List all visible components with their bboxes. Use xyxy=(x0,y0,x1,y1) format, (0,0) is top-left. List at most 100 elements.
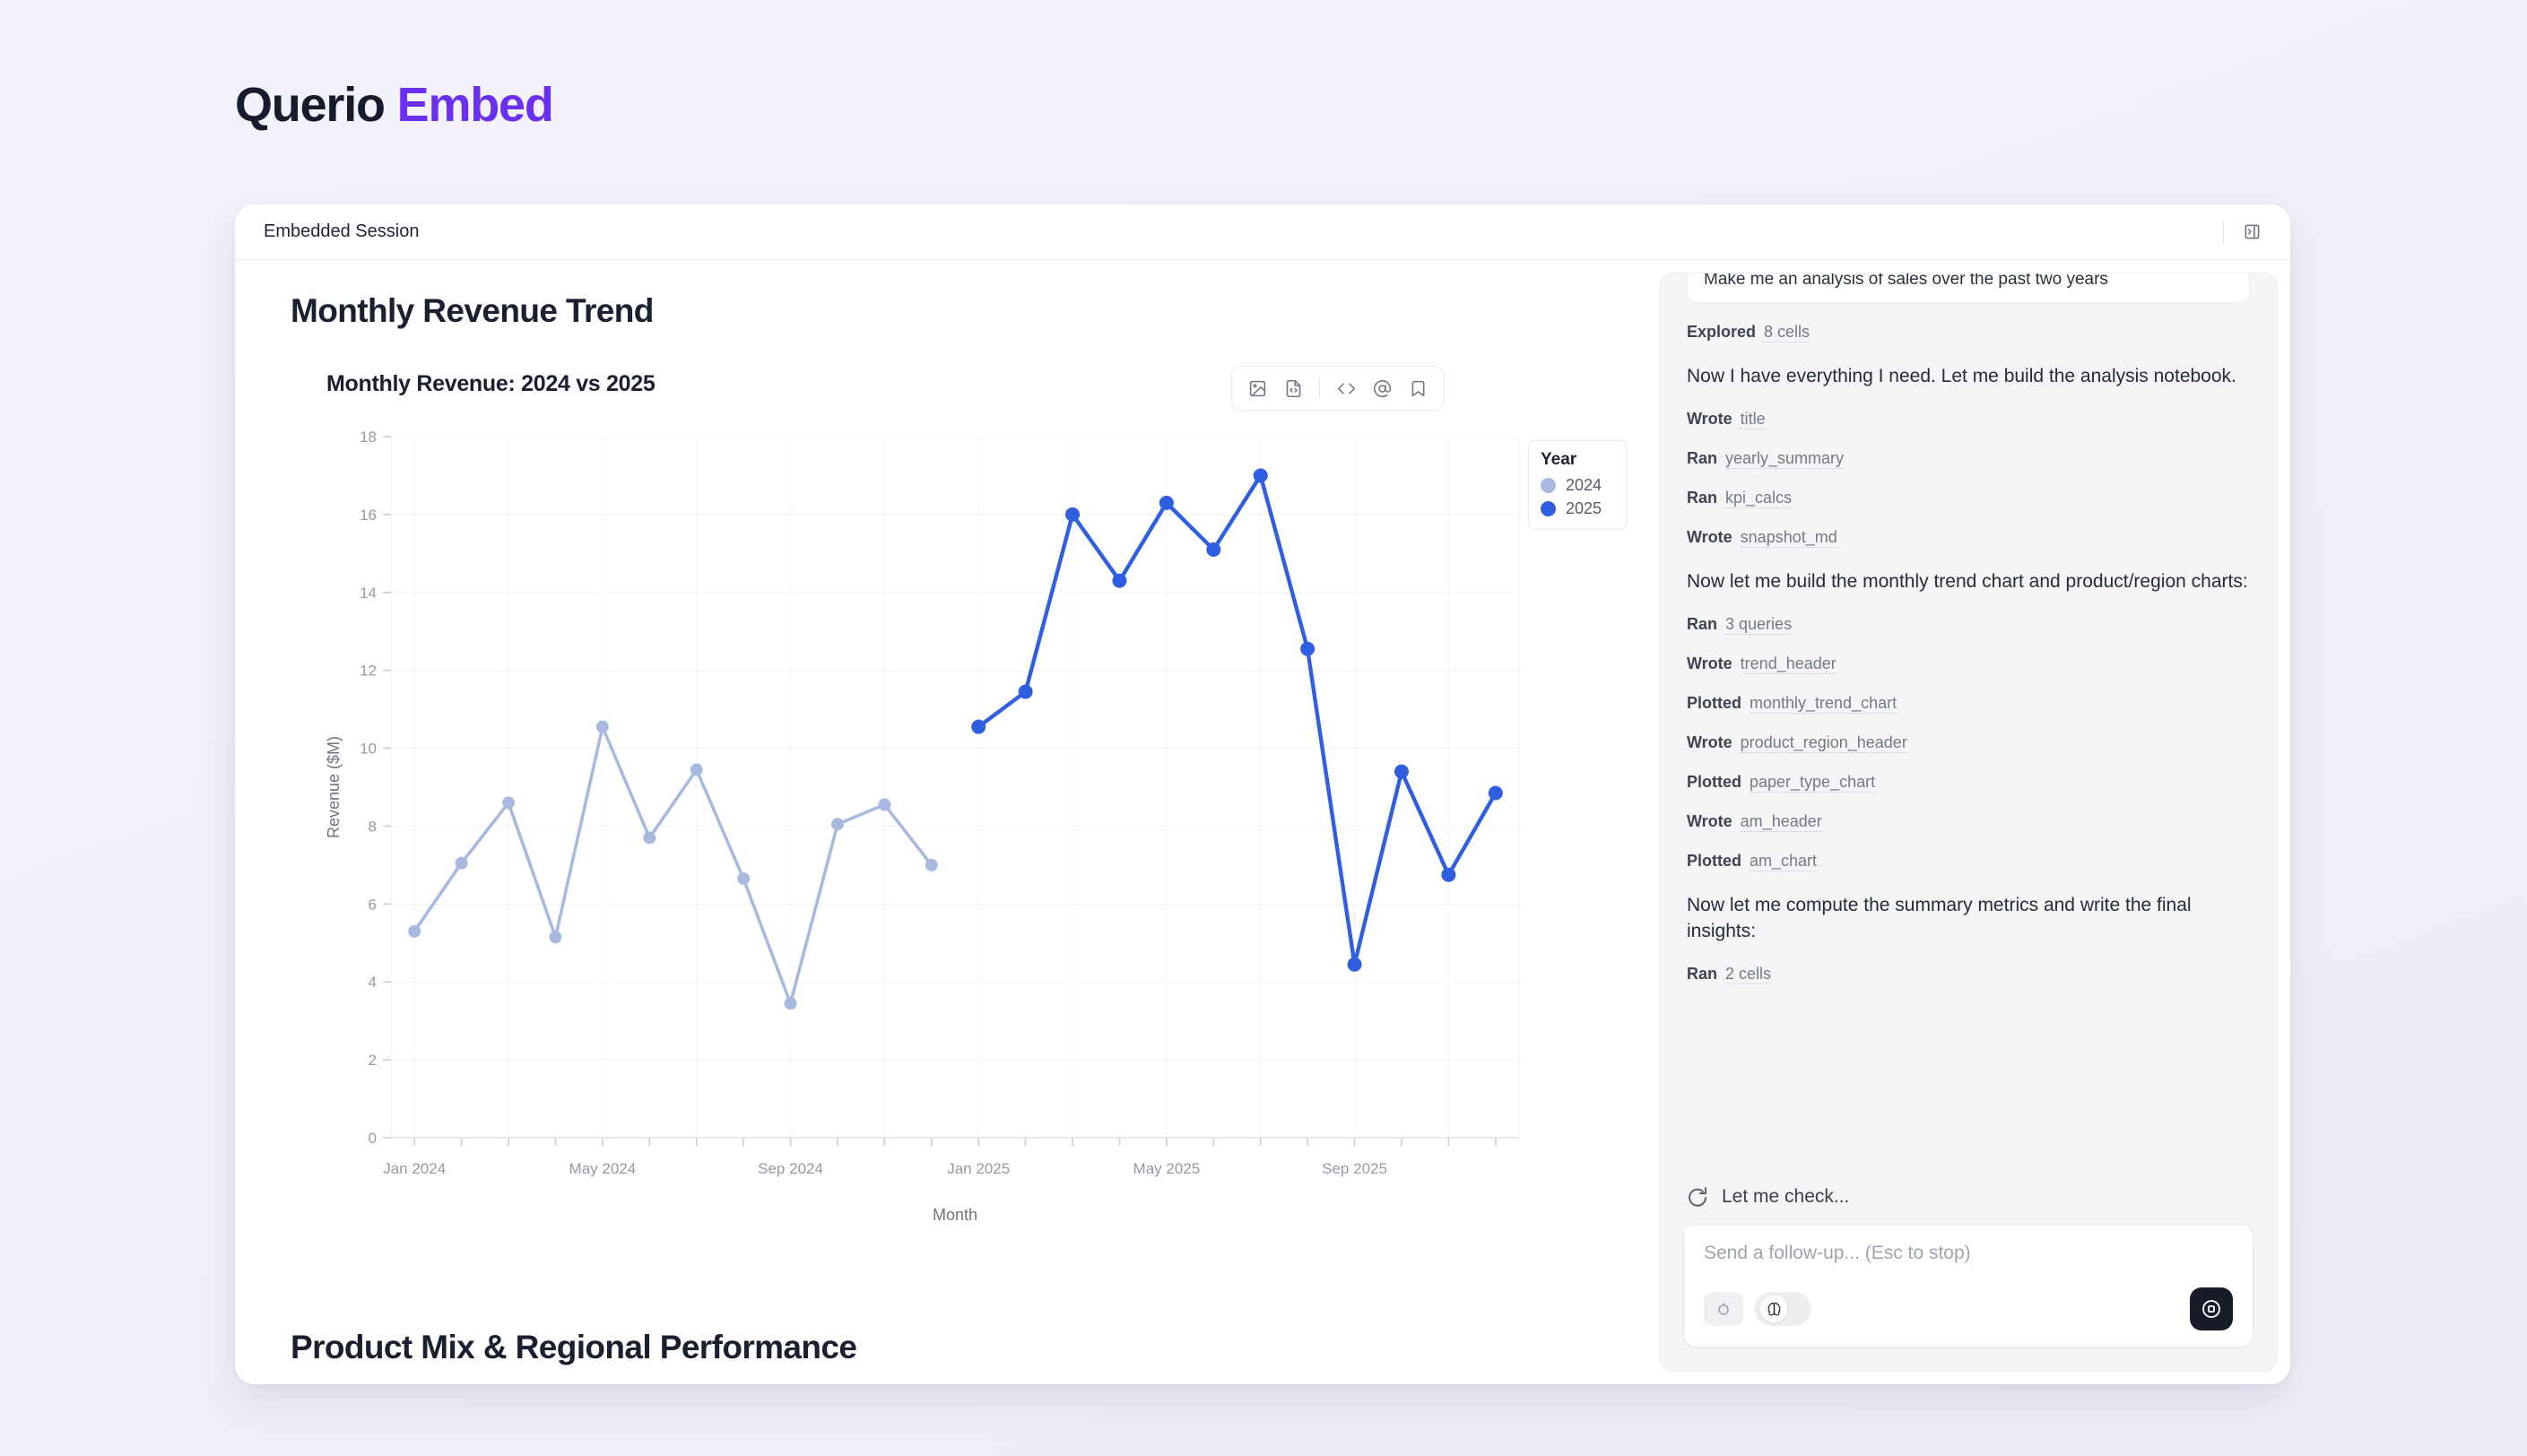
legend-label: 2024 xyxy=(1566,476,1602,494)
image-icon[interactable] xyxy=(1241,373,1273,403)
svg-text:Jan 2025: Jan 2025 xyxy=(947,1160,1010,1177)
step-object: 8 cells xyxy=(1764,323,1811,342)
model-toggle-button[interactable] xyxy=(1754,1292,1811,1326)
agent-step[interactable]: Wrote snapshot_md xyxy=(1687,528,2250,548)
step-object: title xyxy=(1740,409,1766,429)
composer-actions xyxy=(1704,1287,2233,1330)
legend-label: 2025 xyxy=(1566,499,1602,517)
file-code-icon[interactable] xyxy=(1277,373,1309,403)
svg-text:Month: Month xyxy=(933,1206,977,1224)
step-verb: Ran xyxy=(1687,614,1718,633)
svg-text:4: 4 xyxy=(369,974,377,991)
legend-item-2024[interactable]: 2024 xyxy=(1541,476,1613,495)
step-verb: Wrote xyxy=(1687,811,1732,830)
titlebar-actions xyxy=(2223,219,2265,246)
step-verb: Wrote xyxy=(1687,732,1732,751)
svg-text:8: 8 xyxy=(369,818,377,835)
svg-text:6: 6 xyxy=(369,896,377,913)
chat-panel: Make me an analysis of sales over the pa… xyxy=(1659,273,2278,1372)
step-verb: Wrote xyxy=(1687,527,1732,546)
agent-step[interactable]: Ran yearly_summary xyxy=(1687,449,2250,469)
followup-input[interactable] xyxy=(1704,1243,2233,1264)
toolbar-divider xyxy=(1319,377,1320,399)
legend-item-2025[interactable]: 2025 xyxy=(1541,499,1613,518)
embedded-session-window: Embedded Session Monthly Revenue Trend M… xyxy=(235,204,2290,1384)
agent-status: Let me check... xyxy=(1660,1186,2277,1208)
agent-step[interactable]: Wrote product_region_header xyxy=(1687,733,2250,753)
chart-toolbar xyxy=(1231,366,1444,411)
svg-text:Sep 2025: Sep 2025 xyxy=(1322,1160,1387,1177)
step-verb: Explored xyxy=(1687,323,1757,341)
chat-transcript[interactable]: Make me an analysis of sales over the pa… xyxy=(1660,273,2277,1174)
database-icon[interactable] xyxy=(1704,1292,1743,1326)
stop-generation-button[interactable] xyxy=(2190,1287,2233,1330)
step-verb: Wrote xyxy=(1687,654,1732,672)
step-verb: Wrote xyxy=(1687,409,1732,428)
step-object: kpi_calcs xyxy=(1725,488,1793,508)
agent-step[interactable]: Ran 3 queries xyxy=(1687,615,2250,635)
step-object: paper_type_chart xyxy=(1750,772,1876,793)
svg-text:12: 12 xyxy=(360,663,377,680)
svg-text:10: 10 xyxy=(360,741,377,758)
bookmark-icon[interactable] xyxy=(1402,373,1434,403)
step-object: snapshot_md xyxy=(1740,527,1837,548)
agent-step[interactable]: Plotted paper_type_chart xyxy=(1687,773,2250,793)
svg-text:May 2024: May 2024 xyxy=(569,1160,637,1177)
step-verb: Ran xyxy=(1687,964,1718,983)
agent-step[interactable]: Ran 2 cells xyxy=(1687,965,2250,984)
at-sign-icon[interactable] xyxy=(1366,373,1398,403)
svg-text:18: 18 xyxy=(360,429,377,446)
code-icon[interactable] xyxy=(1330,373,1362,403)
agent-paragraph: Now let me compute the summary metrics a… xyxy=(1687,894,2192,941)
brand-name-accent: Embed xyxy=(396,78,554,132)
svg-text:Sep 2024: Sep 2024 xyxy=(758,1160,823,1177)
agent-step[interactable]: Plotted monthly_trend_chart xyxy=(1687,694,2250,714)
step-verb: Plotted xyxy=(1687,693,1741,712)
legend-title: Year xyxy=(1541,450,1577,469)
chart-block: Monthly Revenue: 2024 vs 2025 xyxy=(326,366,1627,1263)
step-object: trend_header xyxy=(1740,654,1837,674)
chart-title: Monthly Revenue: 2024 vs 2025 xyxy=(326,371,656,396)
step-object: am_chart xyxy=(1750,851,1818,871)
agent-step[interactable]: Wrote am_header xyxy=(1687,812,2250,832)
svg-text:14: 14 xyxy=(360,585,377,602)
brand-logo: Querio Embed xyxy=(235,77,554,133)
composer xyxy=(1683,1224,2253,1348)
chart-legend: Year 2024 2025 xyxy=(1528,440,1627,529)
refresh-spinner-icon xyxy=(1687,1186,1708,1208)
agent-step[interactable]: Wrote trend_header xyxy=(1687,654,2250,674)
agent-step[interactable]: Wrote title xyxy=(1687,410,2250,429)
step-object: yearly_summary xyxy=(1725,448,1845,469)
legend-swatch xyxy=(1541,478,1556,493)
user-message: Make me an analysis of sales over the pa… xyxy=(1687,273,2250,303)
titlebar-divider xyxy=(2223,220,2224,244)
svg-text:0: 0 xyxy=(369,1130,377,1147)
window-titlebar: Embedded Session xyxy=(235,204,2290,260)
notebook-pane: Monthly Revenue Trend Monthly Revenue: 2… xyxy=(235,260,1659,1384)
agent-paragraph: Now I have everything I need. Let me bui… xyxy=(1687,366,2236,386)
svg-text:May 2025: May 2025 xyxy=(1133,1160,1201,1177)
panel-right-icon[interactable] xyxy=(2238,219,2265,246)
agent-step[interactable]: Explored 8 cells xyxy=(1687,323,2250,342)
svg-text:Revenue ($M): Revenue ($M) xyxy=(326,736,343,838)
svg-text:16: 16 xyxy=(360,507,377,524)
brand-name-primary: Querio xyxy=(235,78,386,132)
page-title: Monthly Revenue Trend xyxy=(291,292,654,329)
window-body: Monthly Revenue Trend Monthly Revenue: 2… xyxy=(235,260,2290,1384)
page-subtitle-product-mix: Product Mix & Regional Performance xyxy=(291,1329,857,1365)
legend-swatch xyxy=(1541,501,1556,516)
step-object: 2 cells xyxy=(1725,964,1772,984)
chart-svg: 0 2 4 6 8 10 12 14 16 18 Jan 2024 May 2024 Sep 2024 J… xyxy=(326,429,1520,1224)
status-text: Let me check... xyxy=(1722,1186,1850,1207)
agent-step[interactable]: Ran kpi_calcs xyxy=(1687,489,2250,508)
step-verb: Ran xyxy=(1687,488,1718,507)
agent-step[interactable]: Plotted am_chart xyxy=(1687,852,2250,871)
step-object: 3 queries xyxy=(1725,614,1793,635)
brain-icon xyxy=(1760,1296,1787,1322)
step-verb: Ran xyxy=(1687,448,1718,467)
agent-steps: Explored 8 cells Now I have everything I n… xyxy=(1687,323,2250,984)
step-object: am_header xyxy=(1740,811,1822,832)
step-verb: Plotted xyxy=(1687,851,1741,870)
svg-text:Jan 2024: Jan 2024 xyxy=(383,1160,446,1177)
step-object: monthly_trend_chart xyxy=(1750,693,1897,714)
